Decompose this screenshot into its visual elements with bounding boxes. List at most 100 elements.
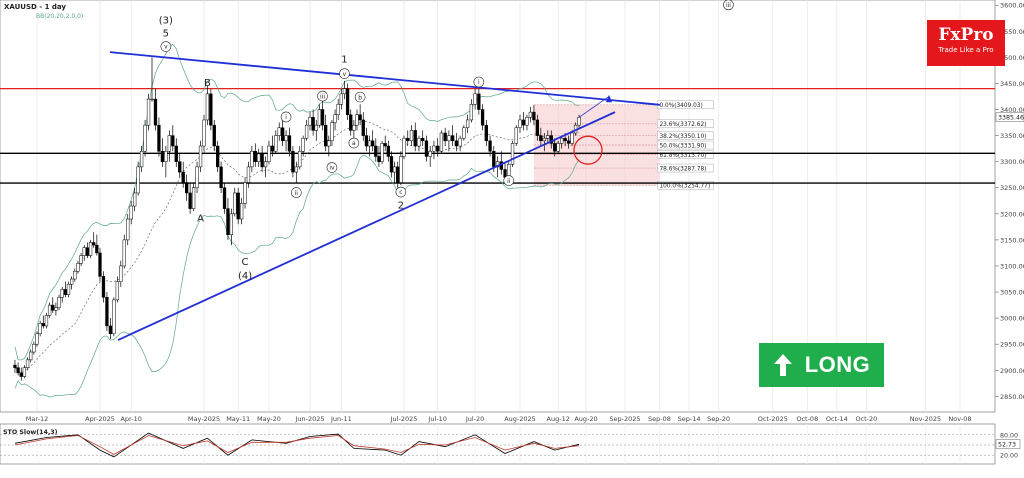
candle-body-106 <box>364 135 369 147</box>
candle-body-48 <box>171 135 175 147</box>
x-tick-label-3: May-2025 <box>188 415 220 423</box>
candle-body-39 <box>139 150 144 168</box>
wave-label-6: (4) <box>238 271 252 282</box>
candle-body-7 <box>35 333 39 345</box>
candle-body-117 <box>399 156 403 183</box>
x-tick-label-18: Oct-2025 <box>758 415 788 423</box>
fib-label-box-5 <box>657 163 714 173</box>
candle-body-74 <box>260 153 264 168</box>
candle-body-155 <box>539 135 543 142</box>
x-tick-label-11: Aug-2025 <box>504 415 536 423</box>
candle-body-108 <box>371 140 375 147</box>
candle-body-38 <box>136 166 140 194</box>
candle-body-119 <box>406 137 410 142</box>
candle-body-81 <box>284 135 288 142</box>
candle-body-141 <box>488 140 492 152</box>
x-tick-label-8: Jul-2025 <box>390 415 418 423</box>
candle-body-90 <box>314 124 318 131</box>
candle-body-23 <box>85 247 90 256</box>
wave-label-19: iii <box>726 2 731 9</box>
candle-body-24 <box>88 242 93 256</box>
candle-body-15 <box>60 289 64 298</box>
candle-body-14 <box>57 297 61 308</box>
candle-body-34 <box>122 239 126 267</box>
candle-body-151 <box>525 117 529 126</box>
candle-body-98 <box>339 93 343 105</box>
candle-body-105 <box>361 119 365 136</box>
candle-body-92 <box>320 109 325 126</box>
candle-body-75 <box>263 161 268 168</box>
fib-label-1: 23.6%(3372.62) <box>659 122 706 128</box>
candle-body-128 <box>439 132 444 152</box>
y-tick-label-2: 2950.00 <box>1000 341 1024 349</box>
candle-body-156 <box>542 137 546 142</box>
x-tick-label-6: Jun-2025 <box>294 415 324 423</box>
candle-body-45 <box>160 150 165 162</box>
candle-body-109 <box>374 145 378 157</box>
x-tick-label-10: Jul-20 <box>465 415 484 423</box>
fib-label-4: 61.8%(3313.70) <box>659 153 706 159</box>
candle-body-17 <box>66 283 71 295</box>
candle-body-120 <box>409 130 414 142</box>
oscillator-plot-frame <box>0 423 996 465</box>
candle-body-4 <box>25 359 30 368</box>
candle-body-150 <box>521 119 526 126</box>
candle-body-82 <box>287 135 292 152</box>
candle-body-80 <box>280 127 285 142</box>
candle-body-99 <box>342 88 347 95</box>
wave-label-4: A <box>197 214 204 225</box>
candle-body-5 <box>29 351 33 361</box>
candle-body-162 <box>563 137 567 142</box>
candle-body-72 <box>253 150 257 162</box>
candle-body-112 <box>383 143 387 147</box>
candle-body-91 <box>317 109 322 126</box>
fib-label-box-1 <box>657 119 714 128</box>
candle-body-63 <box>222 187 227 209</box>
indicator-label: BB(20,20,2,0,0) <box>36 13 83 20</box>
y-tick-label-9: 3300.00 <box>1000 158 1024 166</box>
candle-body-21 <box>79 255 83 264</box>
candle-body-42 <box>150 98 154 101</box>
candle-body-22 <box>82 247 86 256</box>
oscillator-current-box <box>995 439 1021 449</box>
candle-body-66 <box>233 192 237 215</box>
candle-body-86 <box>301 137 305 152</box>
current-price-label: 3385.46 <box>998 115 1024 122</box>
wave-label-circle-10 <box>326 162 338 173</box>
y-tick-label-14: 3550.00 <box>1000 28 1024 36</box>
wave-label-5: C <box>242 257 249 268</box>
candle-body-47 <box>167 135 171 152</box>
x-tick-label-2: Apr-10 <box>120 415 141 423</box>
candle-body-67 <box>236 192 240 220</box>
candle-body-135 <box>465 119 470 129</box>
candle-body-83 <box>291 150 295 173</box>
x-tick-label-23: Nov-08 <box>948 415 971 423</box>
candle-body-125 <box>428 150 432 157</box>
candle-body-121 <box>413 130 417 147</box>
candle-body-30 <box>108 325 113 335</box>
candle-body-152 <box>528 111 533 118</box>
candle-body-103 <box>355 114 359 126</box>
candle-body-9 <box>41 323 45 327</box>
candle-body-133 <box>458 137 462 147</box>
candle-body-43 <box>153 98 158 126</box>
x-tick-label-15: Sep-08 <box>648 415 671 423</box>
candle-body-148 <box>514 127 518 144</box>
wave-label-2: v <box>164 44 168 51</box>
candle-body-49 <box>174 145 178 162</box>
candle-body-60 <box>212 124 216 147</box>
x-tick-label-13: Aug-20 <box>574 415 597 423</box>
projection-arrow-head <box>606 94 612 103</box>
wave-label-circle-12 <box>339 68 350 79</box>
fib-label-box-2 <box>657 131 714 140</box>
y-tick-label-15: 3600.00 <box>1000 2 1024 10</box>
candle-body-32 <box>115 281 119 301</box>
candle-body-84 <box>294 166 298 173</box>
candle-body-64 <box>226 208 230 235</box>
candle-body-131 <box>450 135 455 142</box>
candle-body-166 <box>577 117 581 126</box>
candle-body-28 <box>101 276 106 298</box>
fib-label-box-3 <box>657 140 714 150</box>
candle-body-88 <box>308 117 312 126</box>
candle-body-73 <box>257 153 261 162</box>
